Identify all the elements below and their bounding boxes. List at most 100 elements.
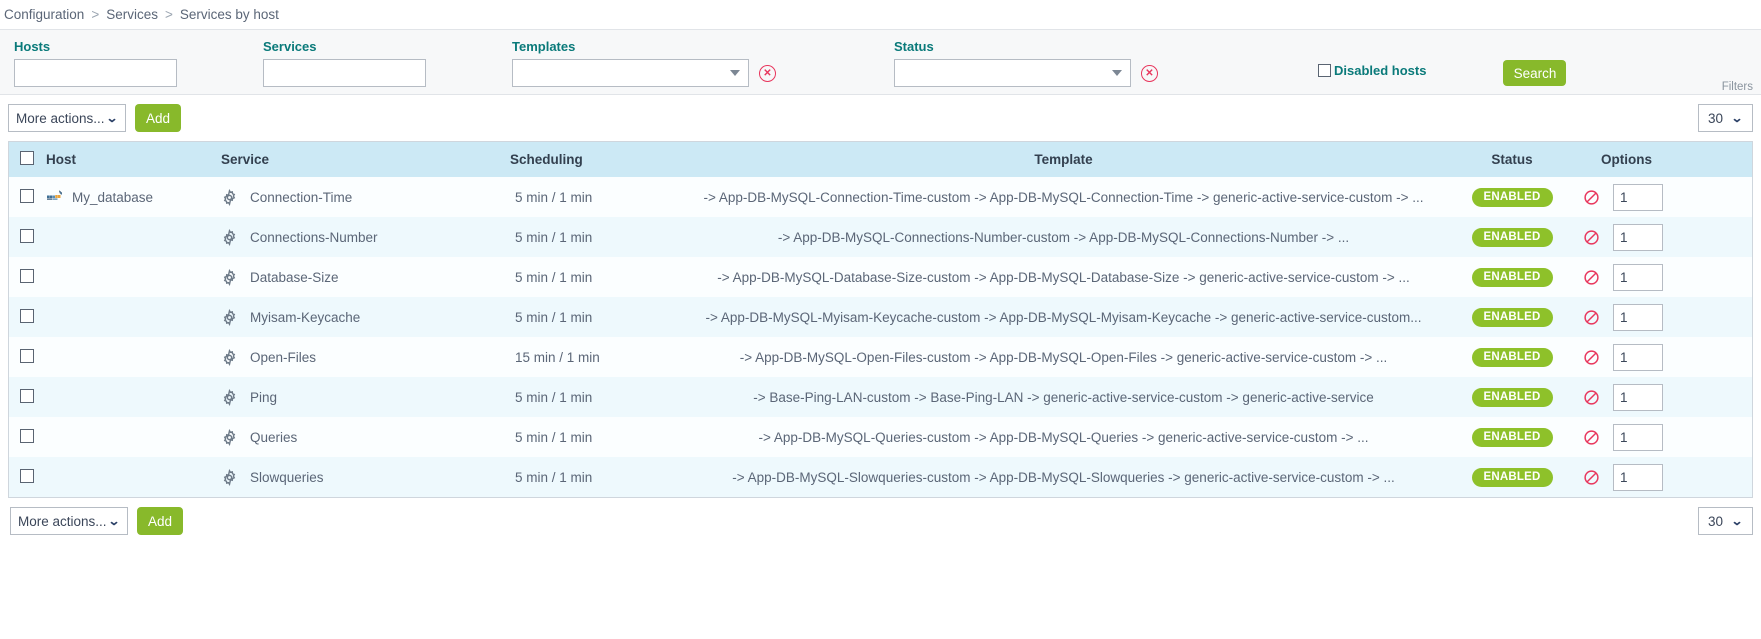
filters-tag[interactable]: Filters [1721, 81, 1753, 93]
add-button-top[interactable]: Add [135, 104, 181, 132]
option-quantity-input[interactable] [1613, 303, 1663, 331]
breadcrumb-item-services[interactable]: Services [106, 7, 158, 22]
disabled-hosts-checkbox-wrap[interactable]: Disabled hosts [1318, 63, 1426, 78]
scheduling-value: 5 min / 1 min [515, 269, 593, 285]
templates-clear-icon[interactable]: ✕ [759, 64, 776, 82]
options-cell [1582, 257, 1752, 297]
status-badge: ENABLED [1471, 187, 1553, 207]
host-name[interactable]: My_database [72, 189, 154, 205]
status-cell: ENABLED [1442, 417, 1582, 457]
options-cell [1582, 417, 1752, 457]
filter-status-label: Status [894, 39, 934, 54]
row-checkbox[interactable] [20, 308, 34, 323]
disable-icon[interactable] [1583, 189, 1600, 206]
option-quantity-input[interactable] [1613, 423, 1663, 451]
option-quantity-input[interactable] [1613, 383, 1663, 411]
disable-icon[interactable] [1583, 269, 1600, 286]
disable-icon[interactable] [1583, 429, 1600, 446]
row-checkbox[interactable] [20, 388, 34, 403]
table-row: Myisam-Keycache 5 min / 1 min -> App-DB-My… [9, 297, 1752, 337]
service-name[interactable]: Myisam-Keycache [250, 309, 361, 325]
status-clear-icon[interactable]: ✕ [1141, 64, 1158, 82]
column-header-status[interactable]: Status [1442, 142, 1582, 177]
page-size-value-bottom: 30 [1708, 513, 1724, 529]
table-row: Connections-Number 5 min / 1 min -> App-DB… [9, 217, 1752, 257]
row-select-cell [9, 297, 45, 337]
hosts-input[interactable] [14, 59, 177, 87]
page-size-select-bottom[interactable]: 30 ⌄ [1698, 507, 1753, 535]
service-name[interactable]: Database-Size [250, 269, 339, 285]
row-checkbox[interactable] [20, 428, 34, 443]
column-header-template[interactable]: Template [685, 142, 1442, 177]
breadcrumb-item-configuration[interactable]: Configuration [4, 7, 85, 22]
scheduling-value: 5 min / 1 min [515, 389, 593, 405]
service-cell: Ping [220, 377, 510, 417]
column-header-options: Options [1582, 142, 1752, 177]
scheduling-value: 5 min / 1 min [515, 469, 593, 485]
option-quantity-input[interactable] [1613, 463, 1663, 491]
breadcrumb-separator: > [164, 7, 173, 22]
scheduling-cell: 15 min / 1 min [510, 337, 685, 377]
service-name[interactable]: Connections-Number [250, 229, 378, 245]
service-name[interactable]: Connection-Time [250, 189, 353, 205]
template-cell: -> App-DB-MySQL-Database-Size-custom -> … [685, 257, 1442, 297]
scheduling-cell: 5 min / 1 min [510, 457, 685, 497]
breadcrumb-item-services-by-host[interactable]: Services by host [179, 7, 279, 22]
host-cell: My_database [45, 177, 220, 217]
template-chain: -> App-DB-MySQL-Database-Size-custom -> … [717, 269, 1410, 285]
more-actions-select-top[interactable]: More actions... ⌄ [8, 104, 126, 132]
row-checkbox[interactable] [20, 348, 34, 363]
search-button[interactable]: Search [1503, 60, 1567, 86]
more-actions-label-bottom: More actions... [18, 513, 107, 529]
row-checkbox[interactable] [20, 228, 34, 243]
row-checkbox[interactable] [20, 468, 34, 483]
service-name[interactable]: Slowqueries [250, 469, 324, 485]
breadcrumb: Configuration > Services > Services by h… [0, 0, 1761, 29]
disable-icon[interactable] [1583, 469, 1600, 486]
disable-icon[interactable] [1583, 309, 1600, 326]
disabled-hosts-checkbox[interactable] [1318, 64, 1331, 77]
page-size-select-top[interactable]: 30 ⌄ [1698, 104, 1753, 132]
option-quantity-input[interactable] [1613, 223, 1663, 251]
scheduling-cell: 5 min / 1 min [510, 297, 685, 337]
column-header-host[interactable]: Host [45, 142, 220, 177]
column-header-service[interactable]: Service [220, 142, 510, 177]
chevron-down-icon: ⌄ [1730, 111, 1744, 125]
row-checkbox[interactable] [20, 188, 34, 203]
disable-icon[interactable] [1583, 389, 1600, 406]
status-cell: ENABLED [1442, 177, 1582, 217]
service-cell: Connections-Number [220, 217, 510, 257]
more-actions-label-top: More actions... [16, 110, 105, 126]
template-cell: -> App-DB-MySQL-Open-Files-custom -> App… [685, 337, 1442, 377]
row-checkbox[interactable] [20, 268, 34, 283]
status-cell: ENABLED [1442, 337, 1582, 377]
toolbar-top: More actions... ⌄ Add 30 ⌄ [0, 95, 1761, 141]
templates-select[interactable] [512, 59, 749, 87]
option-quantity-input[interactable] [1613, 183, 1663, 211]
option-quantity-input[interactable] [1613, 263, 1663, 291]
service-name[interactable]: Open-Files [250, 349, 317, 365]
services-input[interactable] [263, 59, 426, 87]
status-cell: ENABLED [1442, 377, 1582, 417]
disable-icon[interactable] [1583, 229, 1600, 246]
scheduling-cell: 5 min / 1 min [510, 417, 685, 457]
row-select-cell [9, 377, 45, 417]
disabled-hosts-label: Disabled hosts [1334, 63, 1427, 78]
service-name[interactable]: Queries [250, 429, 298, 445]
scheduling-cell: 5 min / 1 min [510, 377, 685, 417]
column-header-scheduling[interactable]: Scheduling [510, 142, 685, 177]
table-body: My_database Connection-Time 5 min / 1 min -… [9, 177, 1752, 497]
disable-icon[interactable] [1583, 349, 1600, 366]
row-select-cell [9, 337, 45, 377]
select-all-checkbox[interactable] [20, 151, 34, 165]
more-actions-select-bottom[interactable]: More actions... ⌄ [10, 507, 128, 535]
row-select-cell [9, 257, 45, 297]
status-select[interactable] [894, 59, 1131, 87]
gear-icon [221, 268, 238, 286]
status-badge: ENABLED [1471, 387, 1553, 407]
service-name[interactable]: Ping [250, 389, 278, 405]
table-row: Queries 5 min / 1 min -> App-DB-MySQL-Quer… [9, 417, 1752, 457]
option-quantity-input[interactable] [1613, 343, 1663, 371]
options-cell [1582, 337, 1752, 377]
add-button-bottom[interactable]: Add [137, 507, 183, 535]
